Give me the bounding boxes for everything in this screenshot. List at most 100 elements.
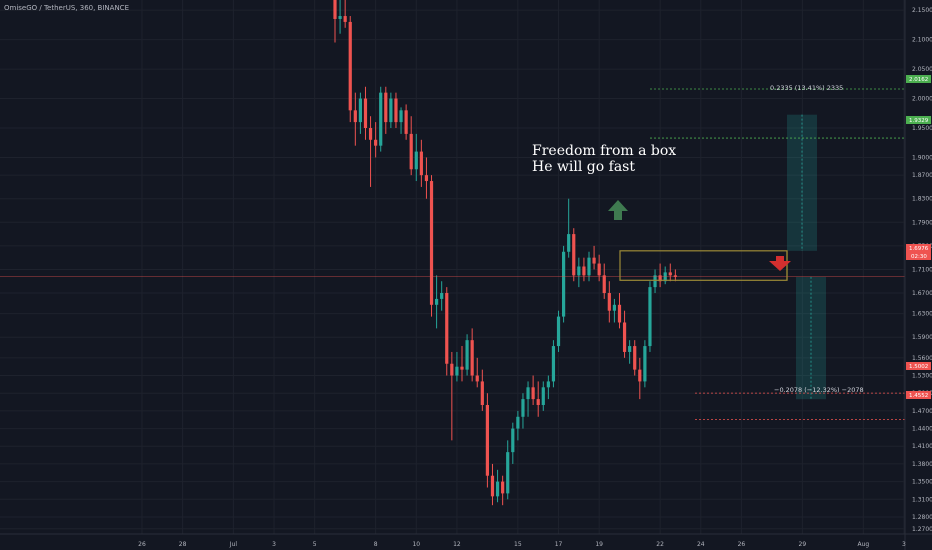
candle-body: [551, 346, 556, 382]
price-tick-label: 1.8300: [912, 196, 932, 203]
price-tick-label: 2.0000: [912, 96, 932, 103]
candle-body: [567, 234, 571, 252]
candle-body: [333, 0, 337, 19]
time-tick-label: Aug: [857, 541, 869, 548]
candle-body: [460, 366, 464, 370]
candle-body: [531, 387, 535, 400]
candle-body: [673, 275, 677, 277]
candle-body: [440, 293, 444, 299]
time-tick-label: 5: [313, 541, 317, 548]
overlays: [0, 200, 905, 281]
price-tick-label: 1.2700: [912, 526, 932, 533]
badge-upper-box-bg: [906, 116, 931, 124]
candle-body: [353, 110, 357, 123]
time-tick-label: 19: [595, 541, 603, 548]
candle-body: [562, 251, 566, 317]
time-tick-label: 3: [902, 541, 906, 548]
candle-body: [358, 98, 362, 123]
candle-body: [622, 322, 627, 352]
measure-up-label: 0.2335 (13.41%) 2335: [770, 84, 843, 92]
candle-body: [658, 275, 662, 282]
price-badges: 2.0162 1.9329 1.6976 02:30 1.5002 1.4552: [906, 75, 931, 399]
grid: [0, 0, 905, 534]
candle-body: [572, 234, 576, 276]
measure-zones: [650, 88, 905, 421]
price-tick-label: 1.9500: [912, 125, 932, 132]
candle-body: [424, 175, 429, 182]
candle-body: [607, 293, 611, 311]
price-tick-label: 1.6700: [912, 290, 932, 297]
candle-body: [379, 92, 383, 146]
badge-countdown: 02:30: [911, 254, 927, 260]
candle-body: [465, 340, 469, 370]
candle-body: [435, 298, 439, 305]
time-tick-label: 24: [697, 541, 705, 548]
annotation-line-1: Freedom from a box: [532, 143, 676, 159]
price-tick-label: 1.4100: [912, 443, 932, 450]
candle-body: [556, 316, 561, 347]
down-arrow-icon: [769, 256, 791, 271]
time-tick-label: 28: [179, 541, 187, 548]
candle-body: [648, 287, 652, 347]
candle-body: [343, 16, 347, 22]
candle-body: [374, 139, 378, 146]
candle-body: [511, 428, 515, 453]
candle-body: [384, 92, 388, 123]
candle-body: [516, 416, 520, 429]
candle-body: [338, 16, 342, 19]
price-tick-label: 1.5900: [912, 334, 932, 341]
candle-body: [577, 266, 581, 276]
candle-body: [602, 275, 606, 294]
candle-body: [592, 257, 596, 264]
candle-body: [368, 128, 373, 140]
time-tick-label: 22: [656, 541, 664, 548]
time-tick-label: 17: [555, 541, 563, 548]
candle-body: [470, 340, 474, 376]
price-tick-label: 2.1000: [912, 37, 932, 44]
price-tick-label: 1.4400: [912, 426, 932, 433]
candle-body: [485, 404, 489, 476]
candle-body: [643, 346, 647, 382]
time-tick-label: 15: [514, 541, 522, 548]
candle-body: [668, 272, 672, 276]
time-tick-label: 3: [272, 541, 276, 548]
candle-body: [653, 275, 657, 288]
candle-body: [617, 304, 622, 323]
symbol-title: OmiseGO / TetherUS, 360, BINANCE: [4, 4, 129, 12]
price-tick-label: 1.2800: [912, 514, 932, 521]
price-tick-label: 1.4700: [912, 408, 932, 415]
candle-body: [404, 110, 408, 134]
time-tick-label: 26: [138, 541, 146, 548]
candle-body: [450, 363, 454, 376]
price-tick-label: 1.9000: [912, 154, 932, 161]
candle-body: [597, 263, 601, 276]
time-axis: 2628Jul358101215171922242629Aug357: [0, 533, 932, 548]
candle-body: [419, 151, 423, 176]
measure-down-label: −0.2078 (−12.32%) −2078: [774, 386, 864, 394]
candle-body: [546, 381, 550, 388]
badge-upper-box: 1.9329: [909, 118, 929, 124]
time-tick-label: 10: [412, 541, 420, 548]
candle-body: [541, 387, 545, 405]
time-tick-label: 8: [374, 541, 378, 548]
price-tick-label: 2.0500: [912, 66, 932, 73]
candle-body: [582, 266, 586, 276]
badge-target-down-bg: [906, 362, 931, 370]
candle-body: [394, 98, 398, 123]
badge-last-price: 1.6976: [909, 246, 929, 252]
candle-body: [536, 399, 540, 405]
price-tick-label: 1.7900: [912, 219, 932, 226]
badge-target-up-bg: [906, 75, 931, 83]
candle-body: [389, 98, 393, 123]
candle-body: [363, 98, 368, 129]
candle-body: [490, 475, 495, 497]
candle-body: [501, 481, 505, 494]
candle-body: [409, 133, 413, 170]
price-tick-label: 1.3500: [912, 479, 932, 486]
price-tick-label: 1.8700: [912, 172, 932, 179]
candle-body: [445, 293, 449, 364]
up-arrow-icon: [608, 200, 628, 220]
badge-target-down: 1.5002: [909, 364, 928, 370]
